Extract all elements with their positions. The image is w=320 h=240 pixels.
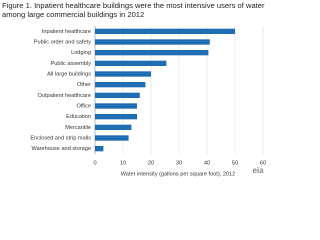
- x-tick-label: 50: [232, 160, 238, 166]
- y-tick-label: Lodging: [71, 50, 91, 56]
- x-tick-label: 0: [93, 160, 96, 166]
- bar: [95, 82, 146, 88]
- x-tick-label: 60: [260, 160, 266, 166]
- y-tick-label: Mercantile: [65, 125, 91, 131]
- bar: [95, 92, 140, 98]
- x-tick-label: 10: [120, 160, 126, 166]
- y-tick-label: Education: [66, 114, 91, 120]
- page: Figure 1. Inpatient healthcare buildings…: [2, 1, 267, 178]
- bar: [95, 60, 167, 66]
- y-tick-label: Warehouse and storage: [32, 146, 92, 152]
- bar: [95, 39, 210, 45]
- bar: [95, 28, 235, 34]
- x-axis-label: Water intensity (gallons per square foot…: [121, 171, 236, 177]
- chart-title: Figure 1. Inpatient healthcare buildings…: [2, 1, 265, 19]
- y-tick-label: Public assembly: [51, 61, 92, 67]
- y-tick-label: All large buildings: [47, 71, 91, 77]
- y-tick-label: Other: [77, 82, 91, 88]
- bar: [95, 50, 209, 56]
- logo: eia: [252, 166, 264, 175]
- bar: [95, 114, 137, 120]
- y-tick-label: Inpatient healthcare: [42, 29, 91, 35]
- y-tick-label: Public order and safety: [34, 39, 91, 45]
- x-tick-label: 40: [204, 160, 210, 166]
- bar: [95, 71, 151, 77]
- bar: [95, 103, 137, 109]
- y-tick-label: Office: [76, 103, 91, 109]
- bar: [95, 146, 104, 152]
- y-tick-label: Outpatient healthcare: [38, 93, 92, 99]
- bar: [95, 124, 132, 130]
- y-tick-label: Enclosed and strip malls: [30, 135, 91, 141]
- x-tick-label: 30: [176, 160, 182, 166]
- x-tick-label: 20: [148, 160, 154, 166]
- chart: Water intensity (gallons per square foot…: [30, 26, 266, 177]
- bar: [95, 135, 129, 141]
